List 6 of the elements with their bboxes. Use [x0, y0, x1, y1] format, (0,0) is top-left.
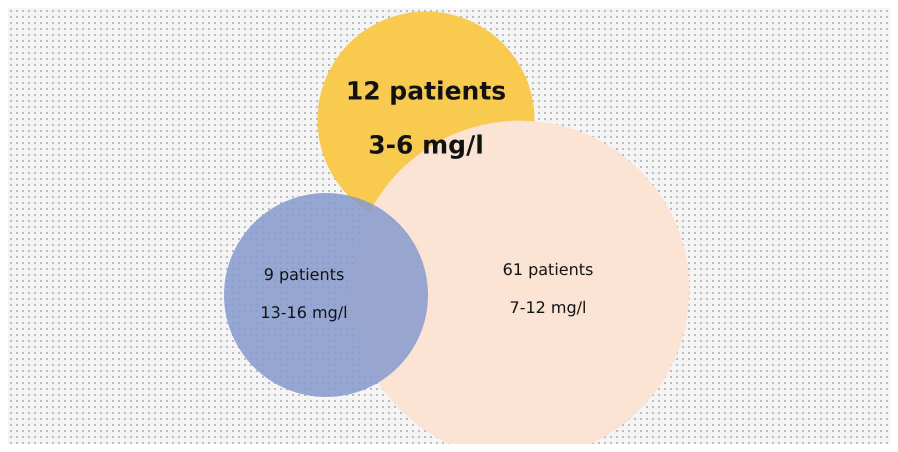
data-label: 61 patients	[502, 260, 594, 280]
data-label: 9 patients	[264, 265, 344, 284]
category-label: 7-12 mg/l	[510, 298, 586, 318]
data-label: 12 patients	[346, 76, 506, 106]
category-label: 13-16 mg/l	[260, 303, 348, 322]
category-label: 3-6 mg/l	[368, 130, 484, 160]
